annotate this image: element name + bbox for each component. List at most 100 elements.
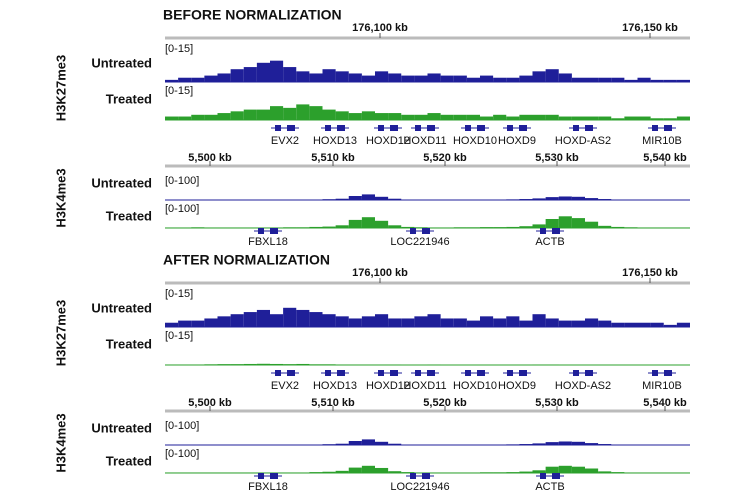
- gene-exon: [422, 473, 430, 479]
- signal-bar: [243, 109, 257, 120]
- gene-exon: [465, 370, 471, 376]
- signal-bar: [165, 364, 179, 365]
- signal-bar: [493, 227, 507, 228]
- gene-exon: [275, 370, 281, 376]
- signal-bar: [427, 73, 441, 82]
- signal-bar: [440, 318, 454, 327]
- signal-bar: [361, 111, 375, 120]
- signal-bar: [624, 322, 638, 327]
- gene-label: HOXD11: [403, 380, 446, 392]
- signal-bar: [414, 316, 428, 327]
- signal-bar: [283, 67, 297, 82]
- signal-bar: [388, 225, 402, 228]
- track-range: [0-100]: [165, 448, 199, 460]
- signal-bar: [676, 79, 690, 82]
- gene-exon: [378, 370, 384, 376]
- signal-bar: [361, 194, 375, 200]
- signal-bar: [296, 104, 310, 120]
- signal-bar: [256, 472, 270, 473]
- signal-bar: [322, 226, 336, 228]
- signal-bar: [178, 472, 192, 473]
- signal-bar: [309, 73, 323, 82]
- signal-bar: [217, 364, 231, 365]
- track-label: Treated: [106, 208, 152, 223]
- signal-bar: [270, 60, 284, 82]
- axis-tick-label: 5,500 kb: [188, 397, 232, 409]
- gene-exon: [275, 125, 281, 131]
- gene-exon: [465, 125, 471, 131]
- signal-bar: [585, 468, 599, 473]
- signal-bar: [532, 443, 546, 445]
- signal-bar: [506, 199, 520, 200]
- gene-exon: [415, 125, 421, 131]
- signal-bar: [532, 198, 546, 200]
- signal-bar: [230, 227, 244, 228]
- gene-label: HOXD11: [403, 135, 446, 147]
- signal-bar: [506, 116, 520, 120]
- gene-exon: [573, 370, 579, 376]
- axis-tick-label: 176,150 kb: [622, 267, 678, 279]
- signal-bar: [427, 472, 441, 473]
- gene-exon: [427, 370, 435, 376]
- signal-bar: [571, 218, 585, 228]
- signal-bar: [453, 75, 467, 82]
- signal-bar: [427, 113, 441, 120]
- signal-bar: [348, 467, 362, 473]
- signal-bar: [598, 471, 612, 473]
- signal-bar: [453, 227, 467, 228]
- signal-bar: [230, 314, 244, 327]
- signal-bar: [532, 364, 546, 365]
- signal-bar: [388, 443, 402, 445]
- axis-tick-label: 5,510 kb: [311, 152, 355, 164]
- signal-bar: [322, 444, 336, 445]
- gene-label: HOXD10: [453, 380, 497, 392]
- signal-bar: [440, 114, 454, 120]
- axis-tick-label: 5,540 kb: [643, 152, 687, 164]
- signal-bar: [191, 320, 205, 327]
- gene-exon: [270, 473, 278, 479]
- signal-bar: [440, 472, 454, 473]
- gene-label: ACTB: [535, 236, 564, 248]
- gene-label: EVX2: [271, 380, 299, 392]
- signal-bar: [663, 324, 677, 327]
- signal-bar: [676, 116, 690, 120]
- signal-bar: [506, 77, 520, 82]
- signal-bar: [427, 227, 441, 228]
- signal-bar: [493, 77, 507, 82]
- gene-exon: [258, 473, 264, 479]
- gene-exon: [652, 370, 658, 376]
- signal-bar: [453, 472, 467, 473]
- signal-bar: [309, 226, 323, 228]
- panel-title: AFTER NORMALIZATION: [163, 252, 330, 268]
- gene-label: LOC221946: [390, 236, 449, 248]
- signal-bar: [598, 444, 612, 445]
- signal-bar: [427, 364, 441, 365]
- signal-bar: [243, 67, 257, 82]
- gene-exon: [507, 125, 513, 131]
- signal-bar: [545, 318, 559, 327]
- signal-bar: [309, 106, 323, 120]
- signal-bar: [571, 116, 585, 120]
- signal-bar: [571, 196, 585, 200]
- signal-bar: [204, 472, 218, 473]
- signal-bar: [493, 318, 507, 327]
- signal-bar: [545, 114, 559, 120]
- signal-bar: [676, 472, 690, 473]
- gene-exon: [390, 125, 398, 131]
- axis-tick-label: 5,510 kb: [311, 397, 355, 409]
- gene-exon: [287, 370, 295, 376]
- signal-bar: [178, 227, 192, 228]
- signal-bar: [598, 225, 612, 228]
- signal-bar: [663, 79, 677, 82]
- signal-bar: [217, 316, 231, 327]
- signal-bar: [309, 364, 323, 365]
- mark-label: H3K4me3: [53, 413, 68, 472]
- gene-label: HOXD-AS2: [555, 380, 611, 392]
- gene-exon: [390, 370, 398, 376]
- signal-bar: [532, 314, 546, 327]
- axis-tick-label: 176,100 kb: [352, 267, 408, 279]
- gene-exon: [270, 228, 278, 234]
- track-label: Treated: [106, 453, 152, 468]
- signal-bar: [165, 227, 179, 228]
- signal-bar: [322, 109, 336, 120]
